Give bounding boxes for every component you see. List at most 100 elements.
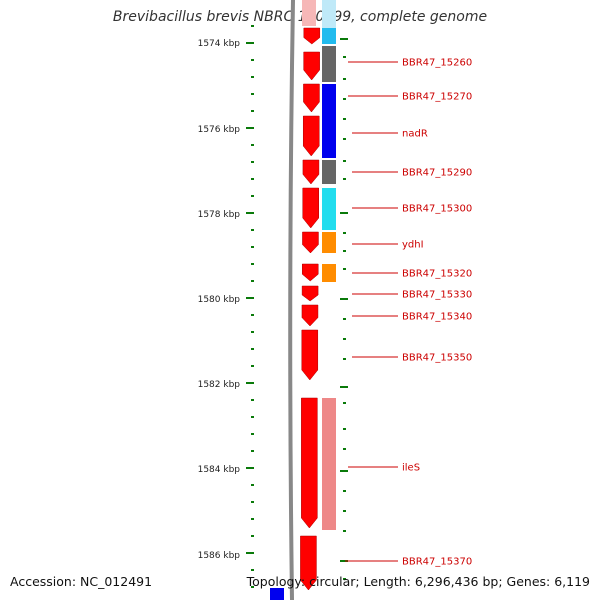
genome-title: Brevibacillus brevis NBRC 100599, comple…: [112, 9, 488, 25]
gene-label[interactable]: BBR47_15340: [402, 312, 472, 323]
gene-arrow[interactable]: [302, 115, 320, 157]
gene-label[interactable]: BBR47_15290: [402, 168, 472, 179]
scale-major-tick: [246, 552, 254, 554]
scale-minor-tick: [251, 144, 254, 146]
outer-tick: [343, 160, 346, 162]
outer-tick: [343, 358, 346, 360]
outer-tick: [343, 428, 346, 430]
scale-minor-tick: [251, 331, 254, 333]
scale-minor-tick: [251, 365, 254, 367]
gene-arrow[interactable]: [303, 27, 321, 45]
scale-tick-label: 1576 kbp: [198, 125, 241, 135]
scale-minor-tick: [251, 535, 254, 537]
outer-tick: [343, 510, 346, 512]
cog-block: [322, 264, 336, 282]
gene-arrow[interactable]: [302, 159, 320, 185]
outer-tick: [343, 530, 346, 532]
gene-arrow[interactable]: [302, 231, 319, 254]
cog-block: [322, 46, 336, 82]
outer-tick: [343, 578, 346, 580]
gene-label[interactable]: ydhI: [402, 240, 424, 251]
gene-label[interactable]: BBR47_15300: [402, 204, 472, 215]
outer-tick: [343, 448, 346, 450]
scale-minor-tick: [251, 501, 254, 503]
gene-arrow[interactable]: [301, 263, 319, 282]
gene-label[interactable]: BBR47_15350: [402, 353, 472, 364]
outer-tick: [343, 232, 346, 234]
outer-tick: [340, 470, 348, 472]
scale-minor-tick: [251, 195, 254, 197]
outer-tick: [340, 212, 348, 214]
gene-arrow[interactable]: [301, 304, 319, 327]
cog-block: [322, 232, 336, 253]
outer-tick: [343, 178, 346, 180]
outer-tick: [340, 38, 348, 40]
gene-label[interactable]: BBR47_15370: [402, 557, 472, 568]
gene-arrow[interactable]: [301, 329, 319, 381]
gene-arrow[interactable]: [302, 187, 319, 229]
outer-tick: [343, 490, 346, 492]
scale-minor-tick: [251, 161, 254, 163]
cog-block: [322, 160, 336, 184]
gene-arrow[interactable]: [303, 83, 320, 113]
scale-minor-tick: [251, 586, 254, 588]
outer-tick: [343, 78, 346, 80]
scale-minor-tick: [251, 246, 254, 248]
scale-minor-tick: [251, 416, 254, 418]
scale-minor-tick: [251, 110, 254, 112]
outer-tick: [343, 250, 346, 252]
outer-tick: [343, 268, 346, 270]
scale-minor-tick: [251, 399, 254, 401]
cog-block: [322, 84, 336, 158]
gene-arrow[interactable]: [303, 51, 320, 81]
scale-major-tick: [246, 382, 254, 384]
gene-label[interactable]: BBR47_15320: [402, 269, 472, 280]
scale-minor-tick: [251, 348, 254, 350]
topology-label: Topology: circular; Length: 6,296,436 bp…: [246, 574, 590, 589]
scale-minor-tick: [251, 518, 254, 520]
scale-tick-label: 1582 kbp: [198, 380, 241, 390]
gene-arrow[interactable]: [301, 397, 318, 529]
scale-major-tick: [246, 212, 254, 214]
outer-tick: [343, 338, 346, 340]
scale-tick-label: 1584 kbp: [198, 465, 241, 475]
gene-label[interactable]: ileS: [402, 463, 420, 474]
outer-tick: [343, 118, 346, 120]
scale-minor-tick: [251, 314, 254, 316]
outer-tick: [343, 56, 346, 58]
scale-minor-tick: [251, 263, 254, 265]
outer-tick: [343, 402, 346, 404]
gene-arrow[interactable]: [300, 535, 317, 591]
cog-block: [322, 188, 336, 230]
cog-block: [322, 28, 336, 44]
cog-block: [270, 588, 284, 600]
scale-minor-tick: [251, 93, 254, 95]
genome-backbone: [288, 0, 295, 600]
scale-tick-label: 1586 kbp: [198, 551, 241, 561]
gene-label[interactable]: BBR47_15260: [402, 58, 472, 69]
scale-minor-tick: [251, 59, 254, 61]
scale-tick-label: 1574 kbp: [198, 39, 241, 49]
scale-minor-tick: [251, 569, 254, 571]
gene-label[interactable]: BBR47_15270: [402, 92, 472, 103]
scale-major-tick: [246, 42, 254, 44]
outer-tick: [343, 318, 346, 320]
scale-major-tick: [246, 127, 254, 129]
cog-block: [322, 398, 336, 530]
scale-minor-tick: [251, 280, 254, 282]
scale-major-tick: [246, 467, 254, 469]
scale-tick-label: 1580 kbp: [198, 295, 241, 305]
gene-label[interactable]: nadR: [402, 129, 428, 140]
gene-arrow[interactable]: [301, 285, 319, 302]
accession-label: Accession: NC_012491: [10, 574, 153, 589]
scale-minor-tick: [251, 450, 254, 452]
gene-label[interactable]: BBR47_15330: [402, 290, 472, 301]
outer-tick: [340, 386, 348, 388]
scale-minor-tick: [251, 25, 254, 27]
outer-tick: [340, 560, 348, 562]
scale-minor-tick: [251, 229, 254, 231]
scale-tick-label: 1578 kbp: [198, 210, 241, 220]
scale-minor-tick: [251, 484, 254, 486]
scale-minor-tick: [251, 433, 254, 435]
